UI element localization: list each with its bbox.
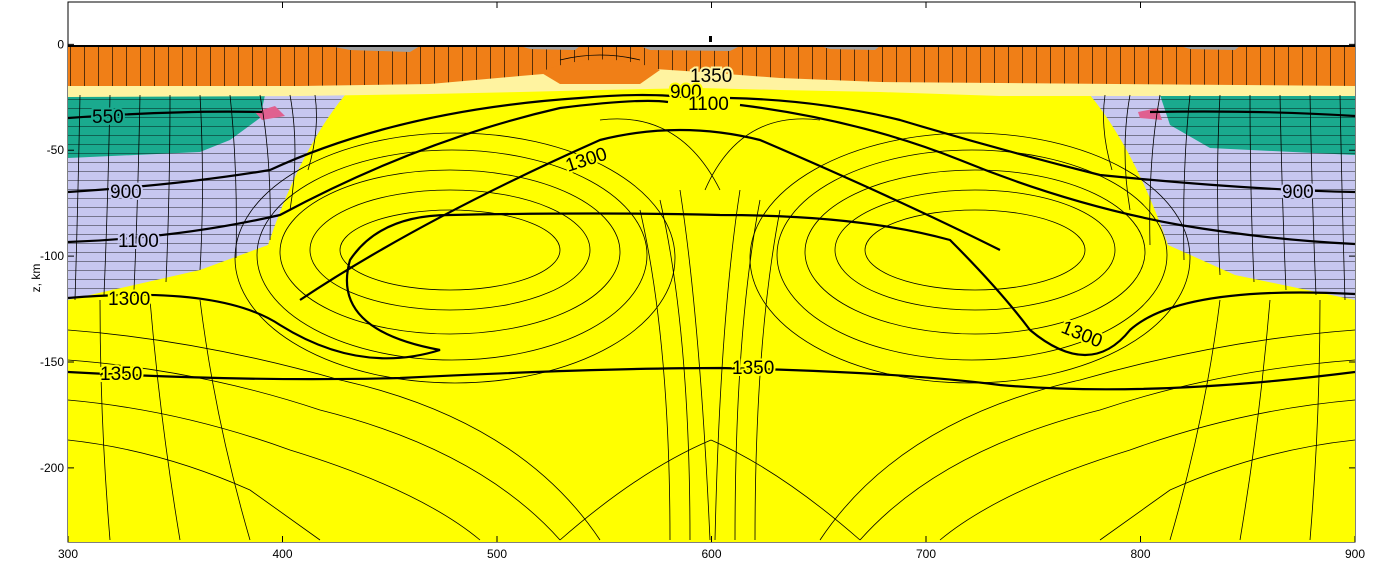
isotherm-1100-right <box>739 103 1355 246</box>
isotherm-550-left <box>68 110 263 120</box>
isotherm-550-right <box>1149 110 1355 118</box>
y-axis-label: z, km <box>29 264 43 293</box>
isotherm-1350 <box>68 366 1355 391</box>
isotherm-1300 <box>68 212 1355 360</box>
y-tick-label: 0 <box>57 37 64 51</box>
isotherm-label: 1350 <box>690 66 732 87</box>
x-tick-label: 400 <box>272 547 292 561</box>
x-tick-label: 300 <box>58 547 78 561</box>
isotherm-label: 1300 <box>108 289 150 310</box>
x-tick-label: 800 <box>1130 547 1150 561</box>
isotherm-label: 900 <box>1282 182 1314 203</box>
isotherm-label: 1100 <box>688 94 729 115</box>
isotherms <box>68 93 1355 391</box>
isotherm-900-left <box>68 93 691 194</box>
isotherm-900-right <box>729 96 1355 194</box>
convection-flowlines <box>68 118 1355 541</box>
isotherm-label: 900 <box>110 182 142 203</box>
axes <box>67 2 1356 542</box>
isotherm-label: 900 <box>670 82 702 103</box>
plot-content <box>68 36 1355 542</box>
x-tick-label: 600 <box>701 547 721 561</box>
melt-left <box>255 106 285 120</box>
isotherm-label: 1350 <box>100 364 142 385</box>
y-tick-label: -50 <box>47 143 65 157</box>
isotherm-label: 1100 <box>118 231 159 252</box>
isotherm-label: 550 <box>92 107 124 128</box>
isotherm-1100-left <box>68 99 669 244</box>
y-tick-label: -200 <box>40 461 64 475</box>
tick-labels: 300 400 500 600 700 800 900 0 -50 -100 -150 -200 <box>40 37 1365 561</box>
y-tick-label: -150 <box>40 355 64 369</box>
isotherm-1300-upper <box>299 128 1001 301</box>
x-tick-label: 700 <box>916 547 936 561</box>
isotherm-label: 1350 <box>732 358 774 379</box>
y-tick-label: -100 <box>40 249 64 263</box>
x-tick-label: 500 <box>487 547 507 561</box>
x-tick-label: 900 <box>1345 547 1365 561</box>
sediment-layer <box>68 68 1355 97</box>
